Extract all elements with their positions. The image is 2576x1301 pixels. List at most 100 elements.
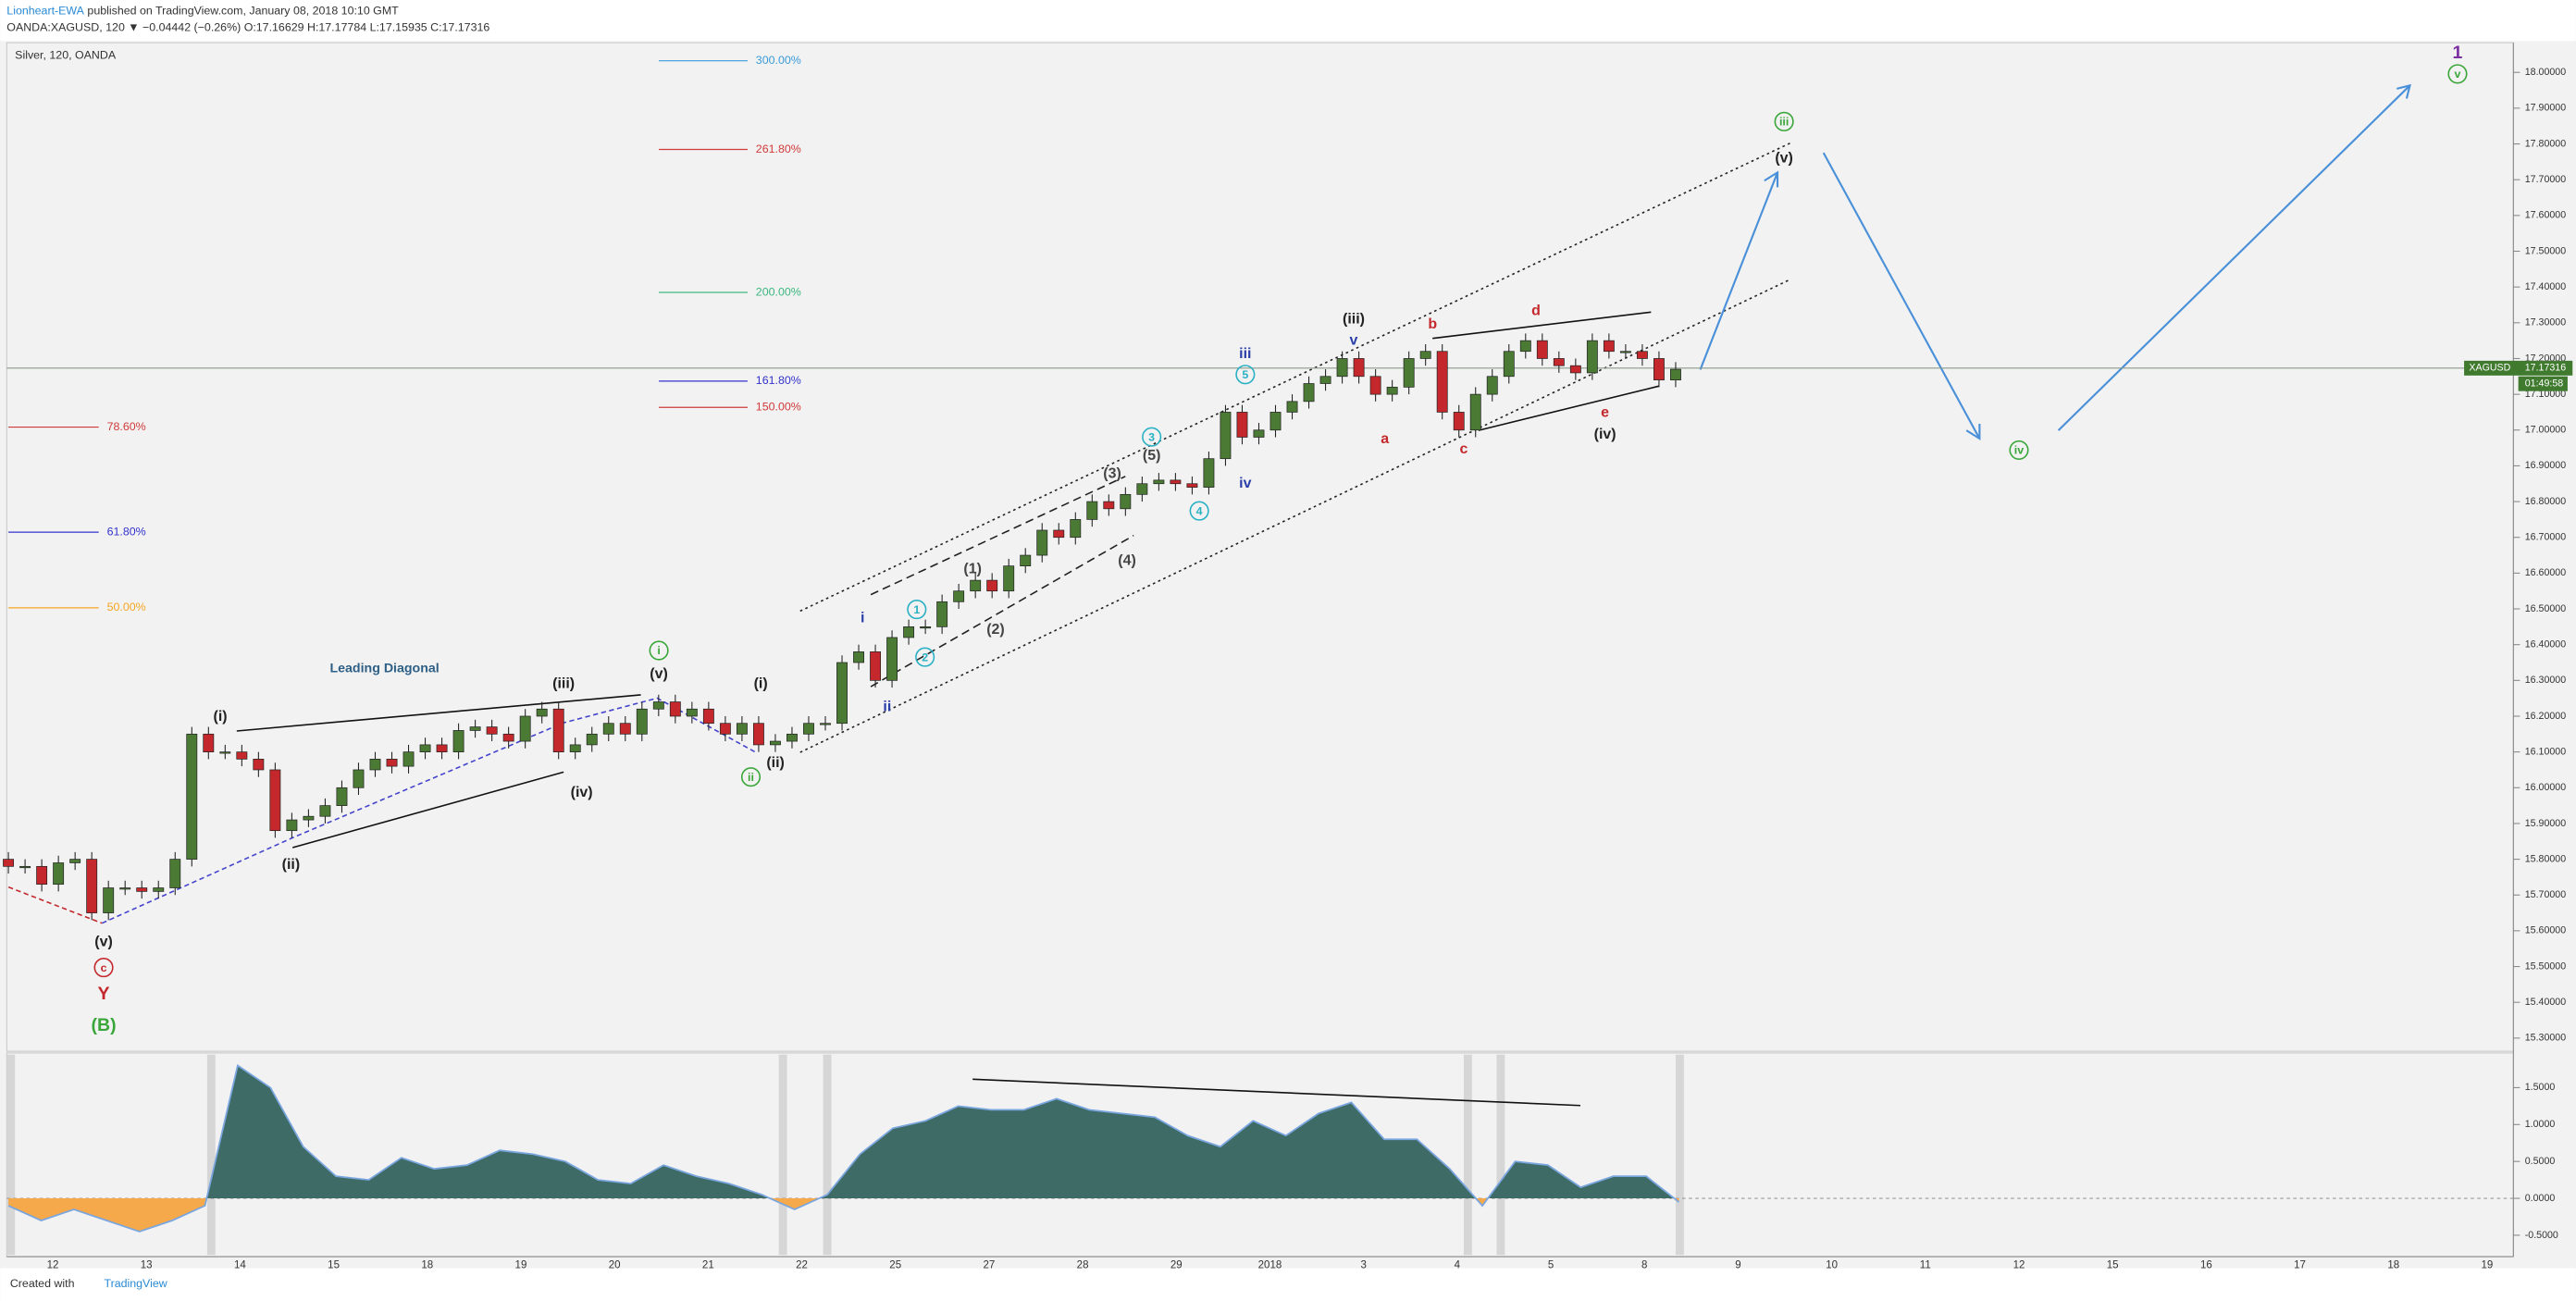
candle-body	[469, 726, 481, 731]
wave-circle	[1235, 365, 1256, 385]
candle-body	[1269, 412, 1282, 431]
channel-upper	[799, 142, 1791, 613]
x-tick-label: 5	[1548, 1260, 1554, 1271]
wave-label: (5)	[1143, 448, 1161, 464]
candle-body	[419, 744, 431, 752]
wave-label: (v)	[94, 934, 113, 949]
fib-label: 200.00%	[756, 285, 801, 298]
wave-label: i	[657, 644, 660, 657]
wave-label: iv	[2014, 444, 2024, 457]
wave-circle	[2009, 440, 2029, 460]
x-tick-label: 3	[1360, 1260, 1366, 1271]
fib-label: 161.80%	[756, 374, 801, 387]
x-tick-label: 2018	[1258, 1260, 1282, 1271]
candle-body	[502, 733, 514, 742]
candle-body	[1586, 340, 1598, 374]
candle-body	[1170, 479, 1182, 485]
y-tick-label: 15.90000	[2525, 818, 2566, 829]
candle-body	[1469, 393, 1481, 431]
fib-label: 61.80%	[107, 525, 146, 538]
y-tick-label: 1.5000	[2525, 1082, 2556, 1093]
candle-body	[886, 637, 898, 681]
y-tick-label: 16.60000	[2525, 567, 2566, 578]
candle-body	[1503, 351, 1515, 378]
y-tick-label: 16.00000	[2525, 782, 2566, 793]
wave-circle	[1189, 501, 1209, 521]
candle-body	[286, 819, 298, 832]
candle-body	[253, 759, 265, 771]
candle-body	[870, 651, 881, 681]
wave-circle	[915, 647, 935, 667]
brand[interactable]: TradingView	[104, 1278, 167, 1291]
candle-body	[169, 859, 181, 888]
candle-body	[1569, 365, 1581, 374]
wave-label: (3)	[1103, 465, 1121, 481]
y-tick-label: 15.70000	[2525, 889, 2566, 900]
candle-body	[1319, 376, 1331, 384]
x-tick-label: 11	[1920, 1260, 1931, 1271]
candle-body	[1086, 501, 1098, 520]
y-tick-label: 15.50000	[2525, 960, 2566, 972]
wave-label: (i)	[754, 676, 768, 692]
candle-body	[986, 579, 998, 592]
last-price-label: 17.17316	[2525, 363, 2566, 374]
wave-label: (1)	[963, 561, 982, 576]
symbol-badge: XAGUSD	[2469, 363, 2510, 374]
candle-body	[1153, 479, 1165, 485]
candle-body	[770, 740, 781, 746]
y-tick-label: 15.30000	[2525, 1033, 2566, 1044]
wave-label: 1	[2453, 43, 2463, 63]
y-tick-label: 17.80000	[2525, 138, 2566, 149]
x-tick-label: 16	[2200, 1260, 2212, 1271]
wave-circle	[93, 958, 114, 978]
candle-body	[719, 723, 731, 735]
wave-label: v	[2455, 68, 2461, 81]
wave-label: (v)	[1775, 151, 1793, 167]
wave-label: e	[1601, 405, 1609, 421]
y-tick-label: 0.5000	[2525, 1156, 2556, 1167]
session-bands	[6, 1054, 1684, 1256]
wave-label: b	[1428, 316, 1437, 332]
y-tick-label: 1.0000	[2525, 1119, 2556, 1130]
candle-body	[69, 859, 81, 863]
x-tick-label: 10	[1826, 1260, 1838, 1271]
candle-body	[686, 708, 698, 717]
y-tick-label: 17.70000	[2525, 174, 2566, 185]
wave-label: iii	[1779, 116, 1789, 129]
author[interactable]: Lionheart-EWA	[6, 5, 84, 18]
candle-body	[569, 744, 581, 752]
drawings	[7, 83, 2411, 1107]
y-tick-label: 16.30000	[2525, 675, 2566, 686]
y-tick-label: 17.50000	[2525, 245, 2566, 256]
wave-label: ii	[883, 699, 891, 714]
candle-body	[1253, 429, 1265, 438]
osc-line	[7, 1064, 1680, 1233]
candle-body	[619, 723, 631, 735]
candle-body	[319, 805, 331, 817]
candle-body	[1486, 376, 1498, 395]
wave-label: 4	[1196, 504, 1203, 517]
osc-area-positive	[8, 1065, 1679, 1199]
candle-body	[586, 733, 598, 746]
candle-body	[1236, 412, 1248, 438]
candle-body	[803, 723, 814, 735]
y-tick-label: -0.5000	[2525, 1230, 2558, 1241]
fib-label: 300.00%	[756, 54, 801, 67]
x-tick-label: 28	[1077, 1260, 1089, 1271]
candle-body	[702, 708, 714, 725]
candle-body	[652, 701, 664, 710]
candle-body	[1203, 458, 1215, 488]
candle-body	[153, 887, 165, 892]
candle-body	[1003, 565, 1015, 592]
candle-body	[369, 759, 381, 771]
candle-body	[269, 769, 281, 832]
trendline	[291, 771, 564, 849]
price-badge	[2464, 360, 2573, 376]
trendline	[236, 694, 641, 732]
wave-label: d	[1531, 304, 1541, 319]
candle-body	[752, 723, 764, 746]
candle-body	[119, 887, 131, 890]
candle-body	[536, 708, 548, 717]
